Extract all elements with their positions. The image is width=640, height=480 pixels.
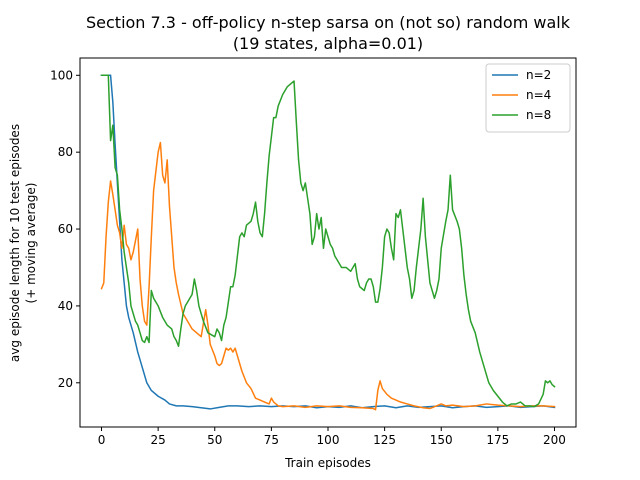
y-axis-label-line2: (+ moving average) xyxy=(24,183,38,304)
x-tick-label: 25 xyxy=(150,433,165,447)
x-tick-label: 175 xyxy=(486,433,509,447)
legend-label-n=2: n=2 xyxy=(526,68,551,82)
plot-area xyxy=(100,74,556,411)
x-tick-label: 125 xyxy=(373,433,396,447)
x-tick-label: 200 xyxy=(543,433,566,447)
plot-frame xyxy=(79,57,577,428)
legend-label-n=4: n=4 xyxy=(526,88,551,102)
y-axis-ticks: 20 40 60 80 100 xyxy=(50,68,80,390)
x-axis-ticks: 0 25 50 75 100 125 150 175 200 xyxy=(98,427,566,447)
x-tick-label: 0 xyxy=(98,433,106,447)
y-tick-label: 100 xyxy=(50,68,73,82)
series-line-n=2 xyxy=(100,74,556,410)
x-tick-label: 100 xyxy=(317,433,340,447)
legend-label-n=8: n=8 xyxy=(526,108,551,122)
series-line-n=4 xyxy=(100,141,556,411)
x-tick-label: 150 xyxy=(430,433,453,447)
y-tick-label: 60 xyxy=(58,222,73,236)
chart-title: Section 7.3 - off-policy n-step sarsa on… xyxy=(86,13,571,32)
y-tick-label: 80 xyxy=(58,145,73,159)
y-axis-label: avg episode length for 10 test episodes xyxy=(8,124,22,362)
x-tick-label: 75 xyxy=(264,433,279,447)
y-tick-label: 20 xyxy=(58,376,73,390)
x-axis-label: Train episodes xyxy=(284,456,371,470)
series-line-n=8 xyxy=(100,74,556,408)
chart-subtitle: (19 states, alpha=0.01) xyxy=(233,34,423,53)
x-tick-label: 50 xyxy=(207,433,222,447)
legend: n=2 n=4 n=8 xyxy=(485,63,571,133)
y-tick-label: 40 xyxy=(58,299,73,313)
